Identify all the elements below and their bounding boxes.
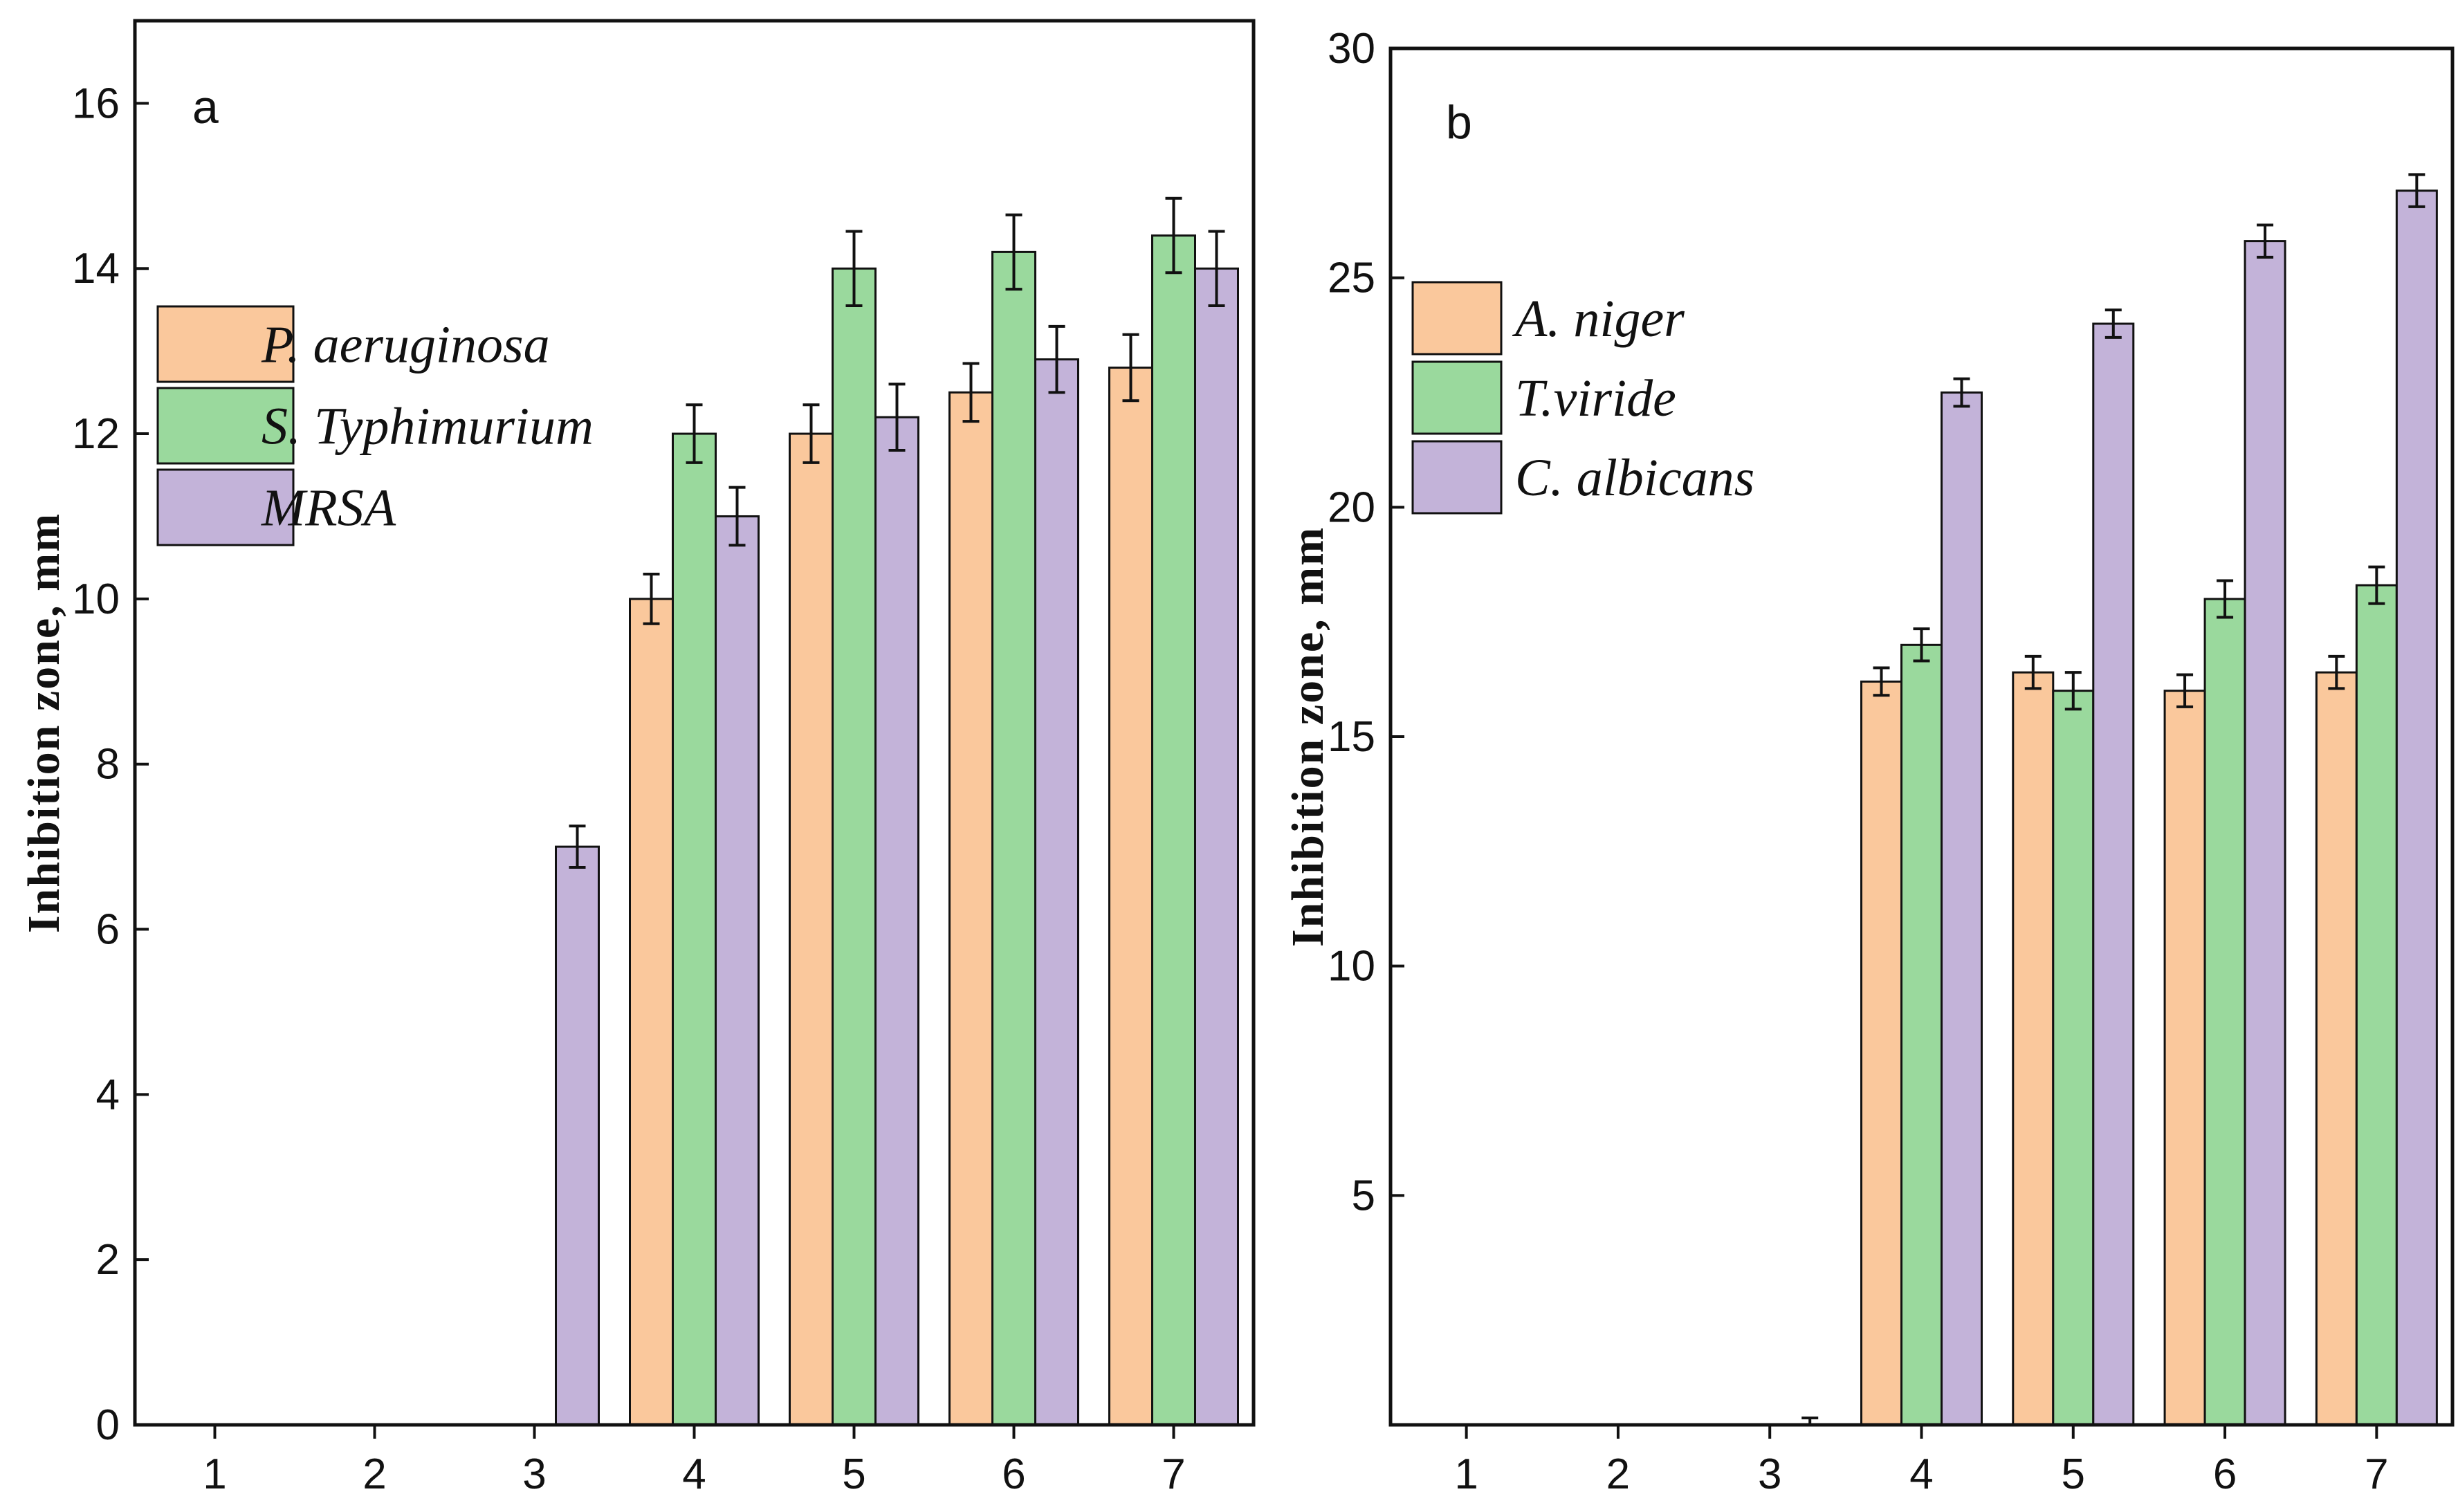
- x-tick-label-a-3: 3: [522, 1450, 546, 1498]
- y-tick-label-a-14: 14: [72, 245, 120, 293]
- x-tick-label-b-5: 5: [2062, 1450, 2085, 1498]
- error-bar-a-s1-c4: [643, 573, 660, 625]
- error-bar-b-s3-c6: [2257, 223, 2274, 259]
- bar-a-s2-c6: [991, 250, 1036, 1426]
- bar-b-s3-c7: [2395, 190, 2438, 1426]
- bar-a-s3-c5: [874, 416, 919, 1426]
- error-bar-b-s3-c5: [2104, 308, 2122, 339]
- y-axis-title-b: Inhibition zone, mm: [1283, 526, 1333, 947]
- error-bar-a-s3-c6: [1048, 324, 1065, 394]
- legend-label-b-1: A. niger: [1512, 290, 1685, 348]
- bar-a-s2-c5: [832, 267, 877, 1426]
- error-bar-b-s2-c7: [2368, 565, 2385, 605]
- legend-swatch-b-3: [1411, 440, 1503, 515]
- x-tick-label-b-6: 6: [2213, 1450, 2237, 1498]
- legend-swatch-b-2: [1411, 360, 1503, 435]
- bar-a-s1-c7: [1108, 367, 1153, 1426]
- panel-b: 5 10 15 20 25 30 1 2 3 4 5 6 7 b Inhibition zone, mm A.…: [1283, 25, 2455, 1498]
- legend-swatch-b-1: [1411, 281, 1503, 356]
- error-bar-a-s1-c7: [1122, 333, 1139, 403]
- bar-b-s1-c7: [2315, 671, 2358, 1426]
- x-tick-label-b-2: 2: [1606, 1450, 1630, 1498]
- y-tick-label-b-5: 5: [1352, 1172, 1375, 1219]
- y-axis-title-a: Inhibition zone, mm: [19, 513, 69, 933]
- bar-b-s1-c6: [2163, 690, 2206, 1426]
- legend-label-a-3: MRSA: [261, 479, 396, 537]
- bar-b-s1-c4: [1860, 680, 1902, 1426]
- x-tick-label-a-2: 2: [363, 1450, 386, 1498]
- error-bar-b-s3-c4: [1953, 377, 1970, 408]
- bar-a-s1-c6: [948, 391, 993, 1426]
- error-bar-b-s2-c4: [1913, 627, 1930, 663]
- error-bar-a-s3-c5: [888, 382, 906, 452]
- error-bar-b-s1-c7: [2328, 654, 2345, 690]
- y-tick-label-b-25: 25: [1328, 255, 1375, 302]
- x-tick-label-b-3: 3: [1758, 1450, 1781, 1498]
- bar-b-s2-c6: [2203, 598, 2246, 1426]
- legend-label-a-2: S. Typhimurium: [262, 398, 594, 456]
- y-tick-label-b-30: 30: [1328, 25, 1375, 73]
- x-tick-label-b-4: 4: [1909, 1450, 1933, 1498]
- x-tick-label-a-7: 7: [1162, 1450, 1185, 1498]
- x-tick-label-b-1: 1: [1454, 1450, 1478, 1498]
- y-tick-label-a-12: 12: [72, 410, 120, 458]
- bar-a-s1-c5: [789, 432, 834, 1426]
- error-bar-a-s1-c6: [962, 362, 980, 423]
- bar-b-s3-c4: [1941, 391, 1983, 1426]
- x-tick-label-a-5: 5: [842, 1450, 865, 1498]
- error-bar-b-s1-c5: [2024, 654, 2042, 690]
- bar-a-s3-c3: [555, 845, 600, 1426]
- bar-a-s1-c4: [629, 598, 674, 1426]
- bar-a-s2-c7: [1151, 234, 1196, 1426]
- x-tick-label-a-6: 6: [1002, 1450, 1025, 1498]
- error-bar-b-s2-c6: [2217, 579, 2234, 619]
- y-tick-label-a-16: 16: [72, 80, 120, 127]
- y-tick-label-a-6: 6: [96, 906, 120, 954]
- y-tick-label-a-10: 10: [72, 575, 120, 623]
- bar-a-s3-c7: [1194, 267, 1239, 1426]
- error-bar-a-s2-c6: [1005, 213, 1022, 291]
- legend-swatch-a-1: [156, 305, 295, 383]
- bar-a-s3-c6: [1034, 358, 1079, 1426]
- x-tick-label-a-4: 4: [682, 1450, 706, 1498]
- error-bar-b-s1-c4: [1873, 666, 1890, 697]
- y-tick-label-b-10: 10: [1328, 943, 1375, 990]
- bar-b-s3-c5: [2092, 322, 2135, 1426]
- bar-a-s2-c4: [672, 432, 717, 1426]
- error-bar-a-s1-c5: [802, 403, 820, 464]
- error-bar-a-s2-c4: [686, 403, 703, 464]
- legend-label-b-3: C. albicans: [1515, 449, 1754, 507]
- bar-b-s2-c4: [1900, 643, 1943, 1426]
- y-tick-label-a-0: 0: [96, 1401, 120, 1449]
- bar-b-s3-c6: [2244, 240, 2286, 1426]
- bar-b-s2-c7: [2355, 584, 2398, 1426]
- panel-letter-b: b: [1446, 96, 1472, 149]
- legend-swatch-a-2: [156, 387, 295, 465]
- error-bar-b-s3-c7: [2408, 173, 2425, 208]
- error-bar-a-s2-c7: [1165, 196, 1182, 275]
- legend-label-b-2: T.viride: [1515, 369, 1676, 427]
- y-tick-label-a-4: 4: [96, 1071, 120, 1118]
- error-bar-a-s3-c7: [1208, 230, 1225, 307]
- error-bar-b-s2-c5: [2064, 671, 2082, 711]
- y-tick-label-a-8: 8: [96, 741, 120, 789]
- panel-letter-a: a: [192, 81, 219, 133]
- bar-a-s3-c4: [715, 515, 760, 1426]
- bar-b-s1-c5: [2012, 671, 2055, 1426]
- x-tick-label-b-7: 7: [2365, 1450, 2388, 1498]
- legend-swatch-a-3: [156, 468, 295, 546]
- error-bar-a-s3-c4: [728, 486, 746, 547]
- error-bar-a-s2-c5: [845, 230, 863, 307]
- error-bar-b-s1-c6: [2176, 673, 2194, 708]
- legend-label-a-1: P. aeruginosa: [261, 316, 550, 374]
- y-tick-label-a-2: 2: [96, 1236, 120, 1284]
- bar-b-s2-c5: [2052, 690, 2095, 1426]
- x-tick-label-a-1: 1: [203, 1450, 226, 1498]
- y-tick-label-b-15: 15: [1328, 713, 1375, 761]
- error-bar-a-s3-c3: [569, 824, 586, 869]
- y-tick-label-b-20: 20: [1328, 483, 1375, 531]
